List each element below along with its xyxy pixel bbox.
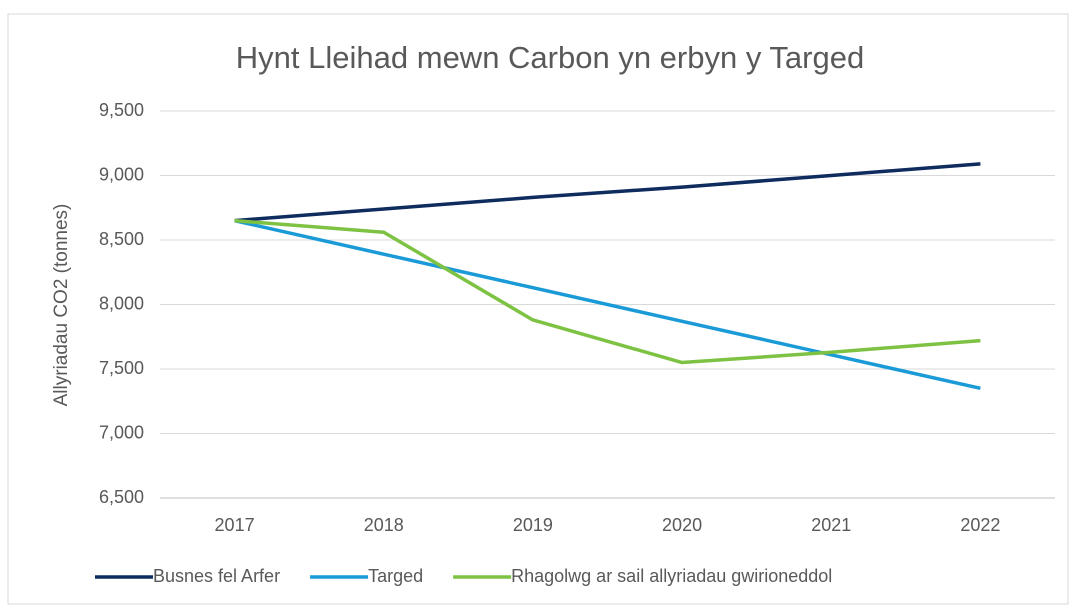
- series-line: [234, 162, 981, 223]
- chart-title: Hynt Lleihad mewn Carbon yn erbyn y Targ…: [236, 40, 864, 75]
- y-tick-label: 8,000: [99, 293, 144, 313]
- x-tick-label: 2021: [811, 515, 851, 535]
- series-line: [234, 218, 981, 391]
- x-tick-label: 2017: [215, 515, 255, 535]
- y-tick-label: 9,500: [99, 100, 144, 120]
- chart-border: [7, 13, 1069, 605]
- y-tick-label: 9,000: [99, 164, 144, 184]
- y-tick-label: 8,500: [99, 229, 144, 249]
- y-tick-label: 7,500: [99, 358, 144, 378]
- x-tick-label: 2020: [662, 515, 702, 535]
- y-axis-label: Allyriadau CO2 (tonnes): [51, 204, 72, 407]
- legend-label: Targed: [368, 566, 423, 586]
- x-tick-label: 2019: [513, 515, 553, 535]
- legend-label: Busnes fel Arfer: [153, 566, 280, 586]
- series-line: [234, 218, 981, 365]
- y-tick-label: 7,000: [99, 422, 144, 442]
- y-tick-label: 6,500: [99, 487, 144, 507]
- legend-label: Rhagolwg ar sail allyriadau gwirioneddol: [511, 566, 832, 586]
- x-tick-label: 2018: [364, 515, 404, 535]
- x-tick-label: 2022: [960, 515, 1000, 535]
